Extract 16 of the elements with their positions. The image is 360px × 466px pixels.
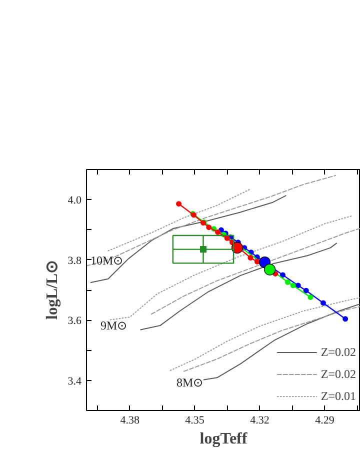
legend-label: Z=0.02 [320, 344, 356, 360]
x-tick-label: 4.35 [185, 414, 205, 426]
legend-label: Z=0.02 [320, 366, 356, 382]
annotation: 8M⊙ [176, 376, 204, 390]
x-tick-label: 4.38 [120, 414, 140, 426]
y-axis-title: logL/L⊙ [44, 260, 61, 320]
x-tick-label: 4.32 [250, 414, 270, 426]
y-tick-label: 4.0 [68, 194, 82, 207]
y-tick-label: 3.4 [68, 375, 82, 388]
annotation: 9M⊙ [100, 318, 128, 332]
x-axis-title: logTeff [200, 430, 248, 448]
x-tick-label: 4.29 [315, 414, 335, 426]
y-tick-label: 3.8 [68, 254, 82, 267]
legend-label: Z=0.01 [320, 388, 356, 404]
annotation: 10M⊙ [90, 254, 124, 268]
y-tick-label: 3.6 [68, 315, 82, 328]
